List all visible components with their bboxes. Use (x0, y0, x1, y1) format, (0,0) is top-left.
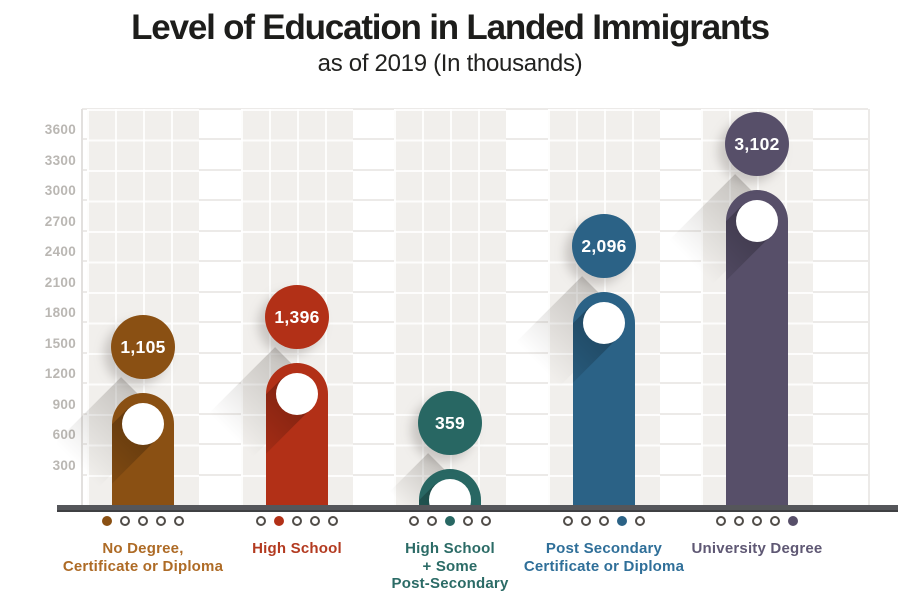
pager-dots (712, 516, 802, 526)
category-label-line: High School (405, 540, 495, 557)
category-label-line: High School (252, 540, 342, 557)
value-bubble: 359 (418, 390, 482, 455)
chart-title: Level of Education in Landed Immigrants (131, 8, 770, 47)
dot-inactive (156, 516, 166, 526)
dot-active (788, 516, 798, 526)
bar-hole (429, 478, 471, 505)
category-label-line: Post-Secondary (391, 575, 509, 592)
y-tick-label: 2400 (44, 244, 76, 259)
y-tick-label: 3600 (44, 122, 76, 137)
dot-inactive (256, 516, 266, 526)
y-tick-label: 3300 (44, 152, 76, 168)
category-label: Post Secondary Certificate or Diploma (494, 540, 714, 575)
y-tick-label: 1200 (44, 366, 76, 381)
y-tick-label: 3000 (44, 183, 76, 198)
dot-inactive (599, 516, 609, 526)
category-label: High School + Some Post-Secondary (340, 540, 560, 593)
bar-hole (583, 301, 625, 344)
pager-dots (559, 516, 649, 526)
chart-subtitle: as of 2019 (In thousands) (317, 50, 583, 77)
category-label-line: Post Secondary (545, 540, 663, 557)
bar-pin (266, 363, 328, 505)
dot-active (274, 516, 284, 526)
category-label-line: Certificate or Diploma (62, 557, 224, 575)
y-tick-label: 900 (52, 396, 76, 412)
plot-right-line (868, 108, 870, 505)
dot-inactive (716, 516, 726, 526)
dot-active (102, 516, 112, 526)
category-label-line: Certificate or Diploma (523, 557, 685, 575)
category-label-line: University Degree (691, 540, 823, 557)
dot-active (445, 516, 455, 526)
pager-dots (98, 516, 188, 526)
bar-pin (573, 291, 635, 505)
value-bubble: 1,105 (111, 314, 175, 379)
dot-inactive (292, 516, 302, 526)
y-tick-label: 600 (24, 427, 76, 442)
category-label: No Degree, Certificate or Diploma (33, 540, 253, 575)
value-bubble: 2,096 (572, 213, 636, 278)
dot-inactive (328, 516, 338, 526)
category-label-line: No Degree, (102, 540, 184, 557)
x-axis-baseline (57, 505, 898, 512)
dot-inactive (734, 516, 744, 526)
dot-inactive (752, 516, 762, 526)
dot-inactive (481, 516, 491, 526)
y-tick-label: 1800 (44, 305, 76, 320)
category-label: High School (187, 540, 407, 558)
pager-dots (405, 516, 495, 526)
pager-dots (252, 516, 342, 526)
bar-hole (736, 199, 778, 242)
y-tick-label: 300 (24, 458, 76, 473)
dot-inactive (635, 516, 645, 526)
dot-inactive (427, 516, 437, 526)
bar-pin (112, 392, 174, 505)
bar-hole (276, 373, 318, 416)
category-label-line: + Some (422, 557, 478, 575)
dot-inactive (120, 516, 130, 526)
axis-left-line (81, 108, 83, 505)
y-tick-label: 2700 (44, 213, 76, 229)
dot-inactive (770, 516, 780, 526)
dot-inactive (138, 516, 148, 526)
dot-inactive (310, 516, 320, 526)
category-label: University Degree (647, 540, 867, 558)
value-bubble: 1,396 (265, 285, 329, 350)
y-tick-label: 1500 (44, 335, 76, 351)
dot-active (617, 516, 627, 526)
dot-inactive (563, 516, 573, 526)
dot-inactive (463, 516, 473, 526)
dot-inactive (409, 516, 419, 526)
y-tick-label: 2100 (44, 274, 76, 290)
dot-inactive (581, 516, 591, 526)
value-bubble: 3,102 (725, 111, 789, 176)
bar-pin (726, 189, 788, 505)
bar-hole (122, 402, 164, 445)
dot-inactive (174, 516, 184, 526)
